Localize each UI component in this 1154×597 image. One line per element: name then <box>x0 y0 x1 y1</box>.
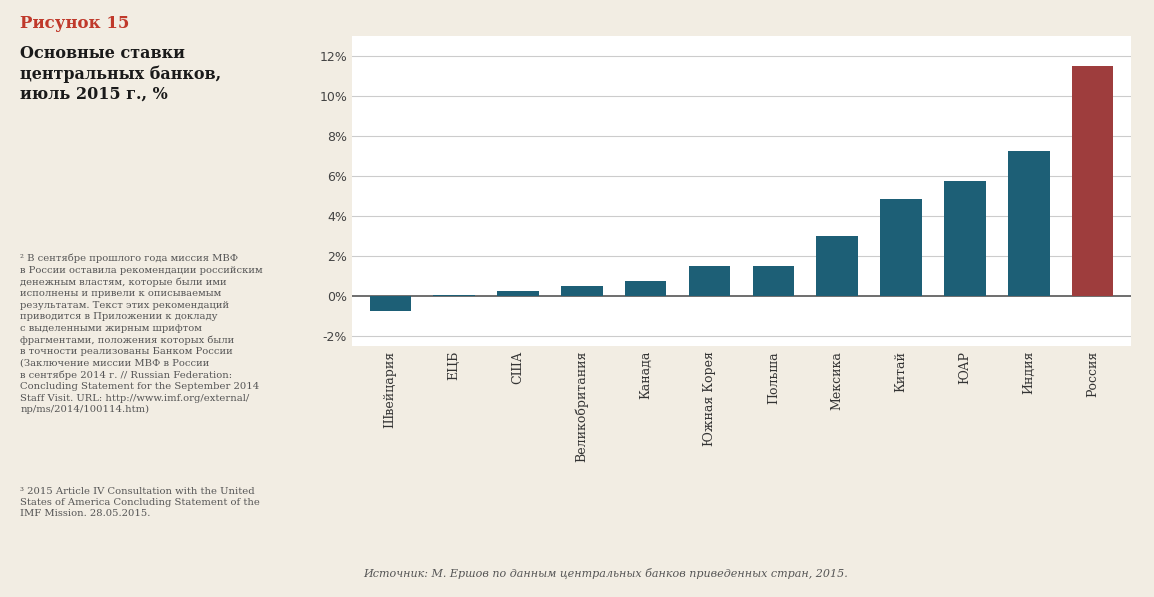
Bar <box>561 286 602 296</box>
Bar <box>944 181 986 296</box>
Bar <box>625 281 666 296</box>
Bar <box>817 236 857 296</box>
Text: ² В сентябре прошлого года миссия МВФ
в России оставила рекомендации российским
: ² В сентябре прошлого года миссия МВФ в … <box>21 254 263 414</box>
Bar <box>497 291 539 296</box>
Bar <box>1007 151 1049 296</box>
Bar <box>434 295 475 296</box>
Bar <box>369 296 411 311</box>
Text: ³ 2015 Article IV Consultation with the United
States of America Concluding Stat: ³ 2015 Article IV Consultation with the … <box>21 487 261 518</box>
Bar <box>752 266 794 296</box>
Text: Основные ставки
центральных банков,
июль 2015 г., %: Основные ставки центральных банков, июль… <box>21 45 222 103</box>
Bar <box>689 266 730 296</box>
Bar <box>1072 66 1114 296</box>
Text: Источник: М. Ершов по данным центральных банков приведенных стран, 2015.: Источник: М. Ершов по данным центральных… <box>364 568 848 579</box>
Bar <box>881 199 922 296</box>
Text: Рисунок 15: Рисунок 15 <box>21 15 129 32</box>
